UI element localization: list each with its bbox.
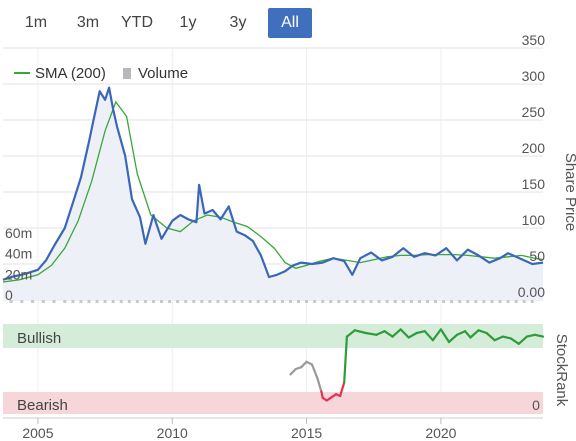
stockrank-segment — [469, 329, 480, 339]
price-area — [3, 87, 543, 300]
stockrank-segment — [455, 330, 467, 336]
stockrank-segment — [289, 367, 297, 376]
range-all-button[interactable]: All — [268, 8, 312, 38]
legend[interactable]: SMA (200) Volume — [14, 65, 188, 82]
stockrank-segment — [407, 331, 418, 339]
range-3y-button[interactable]: 3y — [229, 14, 247, 31]
stockrank-axis-label: StockRank — [553, 334, 570, 407]
x-tick-label: 2005 — [22, 425, 53, 441]
bearish-band — [3, 392, 543, 414]
stockrank-segment — [364, 331, 378, 336]
stockrank-segment — [391, 328, 402, 338]
stockrank-segment — [509, 337, 520, 345]
x-tick-label: 2010 — [157, 425, 188, 441]
volume-bar — [514, 298, 518, 303]
stockrank-segment — [463, 330, 472, 339]
stockrank-segment — [399, 328, 410, 339]
stockrank-segment — [345, 329, 357, 338]
stockrank-segment — [533, 333, 545, 338]
stockrank-segment — [300, 360, 308, 369]
stockrank-segment — [439, 328, 451, 344]
stockrank-segment — [316, 376, 323, 393]
right-tick-label: 300 — [522, 68, 546, 84]
right-tick-label: 150 — [522, 176, 546, 192]
stockrank-segment — [343, 335, 348, 384]
x-tick-label: 2015 — [291, 425, 322, 441]
sma-legend-label: SMA (200) — [35, 65, 106, 82]
left-axis-ticks: 0 20m 40m 60m — [5, 225, 32, 303]
range-ytd-button[interactable]: YTD — [121, 14, 153, 31]
right-tick-label: 350 — [522, 32, 546, 48]
sma-line — [2, 100, 544, 283]
stockrank-segment — [375, 330, 386, 336]
right-tick-label: 250 — [522, 104, 546, 120]
stockrank-segment — [415, 330, 426, 335]
volume-legend-label: Volume — [138, 65, 188, 82]
stockrank-segment — [485, 331, 496, 342]
bullish-band — [3, 324, 543, 348]
right-tick-label: 50 — [529, 248, 545, 264]
stockrank-segment — [501, 335, 512, 340]
stockrank-segment — [525, 333, 537, 338]
range-1y-button[interactable]: 1y — [179, 14, 197, 31]
stockrank-segment — [383, 330, 394, 338]
right-axis-label: Share Price — [562, 153, 576, 231]
price-line — [2, 86, 544, 281]
range-1m-button[interactable]: 1m — [24, 14, 48, 31]
bearish-label: Bearish — [17, 397, 68, 414]
stockrank-segment — [477, 329, 488, 335]
right-tick-label: 100 — [522, 212, 546, 228]
stockrank-segment — [493, 335, 504, 342]
stockrank-segment — [353, 329, 367, 335]
right-axis-ticks: 0.00 50 100 150 200 250 300 350 — [518, 32, 545, 300]
stockrank-segment — [447, 333, 459, 344]
volume-legend-swatch — [123, 68, 131, 79]
stockrank-segment — [431, 328, 443, 342]
left-tick-label: 0 — [5, 287, 13, 303]
bullish-label: Bullish — [17, 330, 61, 347]
left-tick-label: 40m — [5, 246, 32, 262]
rank-zero-tick: 0 — [532, 397, 540, 413]
x-axis: 2005 2010 2015 2020 — [3, 417, 543, 441]
stockrank-segment — [423, 330, 434, 342]
right-tick-label: 0.00 — [518, 284, 545, 300]
range-selector: 1m 3m YTD 1y 3y All — [0, 0, 576, 38]
stockrank-segment — [310, 363, 319, 380]
stockrank-line — [289, 328, 545, 402]
stockrank-segment — [517, 335, 528, 345]
stockrank-segment — [339, 381, 346, 398]
right-tick-label: 200 — [522, 140, 546, 156]
left-tick-label: 60m — [5, 225, 32, 241]
left-tick-label: 20m — [5, 266, 32, 282]
range-3m-button[interactable]: 3m — [76, 14, 100, 31]
x-tick-label: 2020 — [425, 425, 456, 441]
